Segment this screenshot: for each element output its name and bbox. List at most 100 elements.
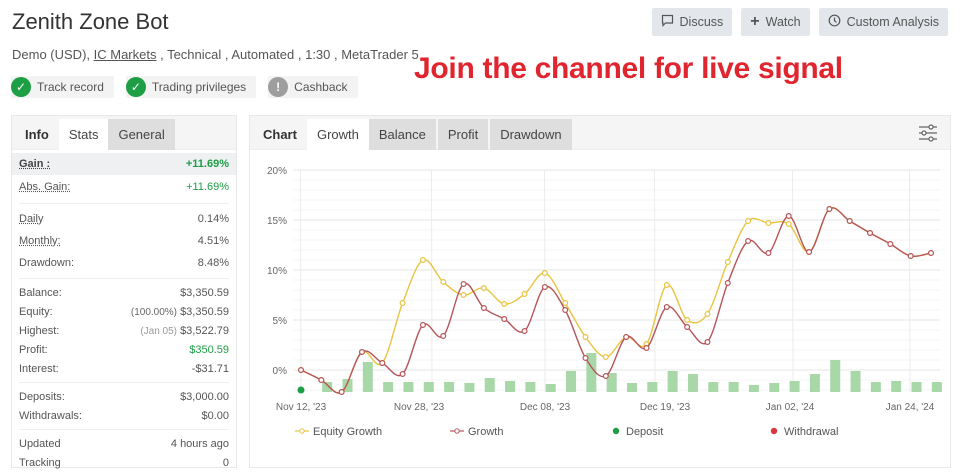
- deposits-row: Deposits: $3,000.00: [12, 387, 236, 406]
- profit-row: Profit: $350.59: [12, 340, 236, 359]
- daily-label[interactable]: Daily: [19, 213, 44, 225]
- svg-text:Deposit: Deposit: [626, 426, 663, 438]
- equity-row: Equity: (100.00%) $3,350.59: [12, 302, 236, 321]
- svg-text:10%: 10%: [267, 266, 287, 277]
- gain-value: +11.69%: [185, 158, 229, 170]
- tab-info[interactable]: Info: [25, 127, 49, 142]
- equity-value-wrap: (100.00%) $3,350.59: [131, 306, 229, 318]
- exclamation-circle-icon: !: [268, 77, 289, 97]
- svg-text:Nov 28, '23: Nov 28, '23: [394, 402, 445, 413]
- svg-text:Dec 08, '23: Dec 08, '23: [520, 402, 571, 413]
- svg-text:20%: 20%: [267, 166, 287, 177]
- withdrawals-label: Withdrawals:: [19, 409, 82, 422]
- growth-chart-canvas[interactable]: 20% 15% 10% 5% 0% Nov 12, '23 Nov 28, '23 Dec 0…: [250, 151, 960, 467]
- plus-icon: +: [750, 13, 760, 30]
- discuss-button[interactable]: Discuss: [651, 8, 733, 36]
- tab-chart[interactable]: Chart: [263, 127, 297, 142]
- svg-text:Nov 12, '23: Nov 12, '23: [276, 402, 327, 413]
- discuss-label: Discuss: [679, 15, 724, 29]
- abs-gain-label[interactable]: Abs. Gain:: [19, 181, 71, 193]
- watch-button[interactable]: + Watch: [741, 8, 810, 36]
- balance-label: Balance:: [19, 286, 62, 299]
- interest-row: Interest: -$31.71: [12, 359, 236, 378]
- tab-general[interactable]: General: [108, 119, 175, 150]
- cashback-badge[interactable]: ! Cashback: [268, 76, 358, 98]
- updated-value: 4 hours ago: [170, 437, 229, 450]
- interest-label: Interest:: [19, 362, 59, 375]
- updated-label: Updated: [19, 437, 61, 450]
- trading-privileges-badge[interactable]: ✓ Trading privileges: [125, 76, 257, 98]
- equity-percent: (100.00%): [130, 306, 177, 318]
- status-badges: ✓ Track record ✓ Trading privileges ! Ca…: [11, 76, 358, 98]
- balance-row: Balance: $3,350.59: [12, 283, 236, 302]
- page-title: Zenith Zone Bot: [12, 9, 169, 34]
- interest-value: -$31.71: [191, 362, 229, 375]
- highest-row: Highest: (Jan 05) $3,522.79: [12, 321, 236, 340]
- highest-date: (Jan 05): [140, 325, 177, 337]
- clock-icon: [828, 14, 841, 30]
- check-circle-icon: ✓: [11, 77, 31, 97]
- balance-value: $3,350.59: [180, 286, 229, 299]
- svg-text:5%: 5%: [273, 316, 288, 327]
- daily-row: Daily 0.14%: [12, 208, 236, 230]
- check-circle-icon: ✓: [125, 77, 146, 97]
- tab-drawdown[interactable]: Drawdown: [490, 119, 572, 150]
- highest-label: Highest:: [19, 324, 60, 337]
- tab-growth[interactable]: Growth: [306, 119, 369, 150]
- broker-link[interactable]: IC Markets: [93, 47, 157, 62]
- tracking-value: 0: [222, 456, 229, 469]
- monthly-row: Monthly: 4.51%: [12, 230, 236, 252]
- header-actions: Discuss + Watch Custom Analysis: [651, 8, 948, 36]
- svg-text:15%: 15%: [267, 216, 287, 227]
- equity-value: $3,350.59: [180, 305, 229, 318]
- badge-label: Cashback: [294, 80, 348, 94]
- custom-analysis-button[interactable]: Custom Analysis: [818, 8, 948, 36]
- promo-banner-text: Join the channel for live signal: [414, 52, 843, 85]
- tab-balance[interactable]: Balance: [368, 119, 436, 150]
- profit-label: Profit:: [19, 343, 48, 356]
- account-details: , Technical , Automated , 1:30 , MetaTra…: [156, 47, 419, 62]
- comment-icon: [661, 14, 674, 30]
- badge-label: Trading privileges: [151, 80, 247, 94]
- badge-label: Track record: [37, 80, 104, 94]
- equity-label: Equity:: [19, 305, 53, 318]
- deposits-value: $3,000.00: [180, 390, 229, 403]
- stats-tabs: Info Stats General: [12, 116, 236, 150]
- drawdown-row: Drawdown: 8.48%: [12, 252, 236, 274]
- drawdown-value: 8.48%: [197, 257, 229, 269]
- tracking-row: Tracking 0: [12, 453, 236, 472]
- highest-value: $3,522.79: [180, 324, 229, 337]
- drawdown-label: Drawdown:: [19, 257, 75, 269]
- updated-row: Updated 4 hours ago: [12, 434, 236, 453]
- svg-text:Equity Growth: Equity Growth: [313, 426, 382, 438]
- tab-stats[interactable]: Stats: [58, 119, 109, 150]
- abs-gain-value: +11.69%: [186, 181, 229, 193]
- withdrawals-value: $0.00: [201, 409, 229, 422]
- chart-panel: Chart Growth Balance Profit Drawdown 20%…: [249, 115, 960, 468]
- highest-value-wrap: (Jan 05) $3,522.79: [140, 325, 229, 337]
- account-type: Demo (USD),: [12, 47, 94, 62]
- divider: [19, 429, 229, 430]
- account-subtitle: Demo (USD), IC Markets , Technical , Aut…: [12, 47, 419, 62]
- custom-analysis-label: Custom Analysis: [846, 15, 939, 29]
- tab-profit[interactable]: Profit: [437, 119, 489, 150]
- withdrawals-row: Withdrawals: $0.00: [12, 406, 236, 425]
- divider: [19, 203, 229, 204]
- svg-text:Growth: Growth: [468, 426, 503, 438]
- watch-label: Watch: [765, 15, 801, 29]
- abs-gain-row: Abs. Gain: +11.69%: [12, 175, 236, 199]
- monthly-label[interactable]: Monthly:: [19, 235, 61, 247]
- monthly-value: 4.51%: [197, 235, 229, 247]
- divider: [19, 382, 229, 383]
- daily-value: 0.14%: [197, 213, 229, 225]
- svg-text:Jan 24, '24: Jan 24, '24: [886, 402, 935, 413]
- gain-label[interactable]: Gain :: [19, 158, 51, 170]
- tracking-label: Tracking: [19, 456, 61, 469]
- track-record-badge[interactable]: ✓ Track record: [11, 76, 114, 98]
- growth-chart[interactable]: 20% 15% 10% 5% 0% Nov 12, '23 Nov 28, '23 Dec 0…: [250, 151, 960, 467]
- sliders-icon[interactable]: [918, 124, 938, 147]
- svg-text:0%: 0%: [273, 366, 288, 377]
- chart-tabs: Chart Growth Balance Profit Drawdown: [250, 116, 950, 150]
- gain-row: Gain : +11.69%: [12, 153, 236, 175]
- divider: [19, 278, 229, 279]
